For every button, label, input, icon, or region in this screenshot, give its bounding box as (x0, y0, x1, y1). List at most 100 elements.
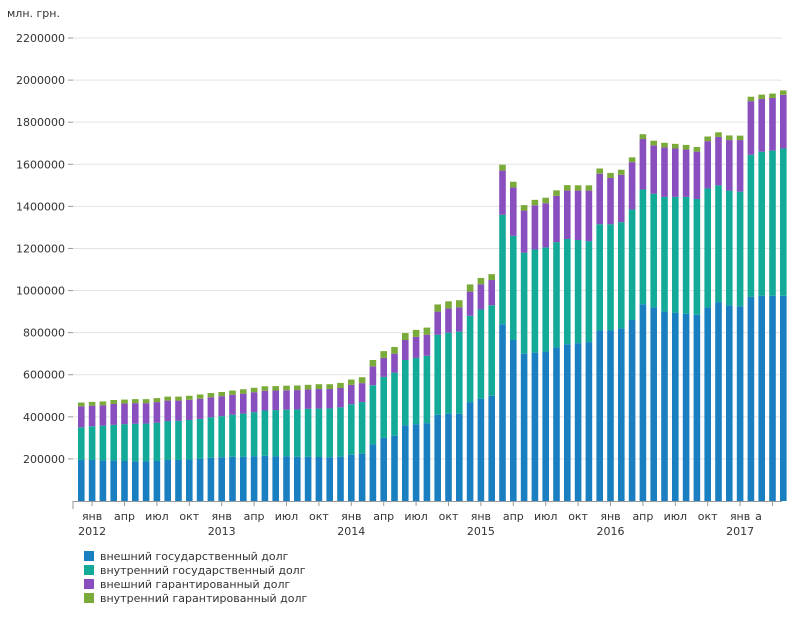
y-tick-label: 1400000 (16, 200, 65, 213)
bar-segment (585, 342, 593, 501)
bar-segment (369, 444, 377, 501)
bar-segment (207, 417, 215, 458)
x-month-label: янв (212, 510, 232, 523)
bar-segment (261, 386, 269, 391)
bar-segment (445, 413, 452, 501)
legend-item[interactable]: внешний государственный долг (84, 549, 307, 563)
bars (78, 90, 787, 501)
bar-segment (250, 456, 258, 501)
bar-segment (250, 387, 258, 393)
bar-segment (596, 330, 603, 501)
bar-segment (186, 399, 193, 420)
bar-segment (294, 456, 301, 501)
bar-segment (747, 96, 755, 102)
legend-item[interactable]: внутренний государственный долг (84, 563, 307, 577)
bar-segment (542, 197, 549, 204)
bar-segment (229, 390, 236, 395)
bar-segment (283, 409, 290, 457)
bar-segment (456, 413, 463, 501)
x-month-label: июл (275, 510, 298, 523)
bar-segment (488, 280, 495, 306)
bar-segment (186, 419, 193, 460)
bar-segment (618, 169, 625, 175)
bar-segment (682, 149, 690, 197)
bar-segment (704, 141, 711, 189)
bar-segment (704, 307, 711, 501)
bar-segment (542, 247, 549, 352)
bar-segment (715, 136, 722, 186)
bar-segment (337, 382, 344, 388)
bar-segment (196, 394, 204, 399)
bar-segment (628, 157, 636, 163)
stacked-bar-chart: млн. грн. 200000 400000 600000 800000 100000… (7, 7, 787, 538)
bar-segment (650, 307, 657, 501)
bar-segment (380, 437, 387, 501)
bar-segment (477, 309, 485, 399)
legend-label: внутренний гарантированный долг (100, 591, 308, 605)
bar-segment (121, 461, 128, 501)
bar-segment (412, 357, 420, 425)
bar-segment (142, 461, 150, 501)
legend-label: внутренний государственный долг (100, 563, 306, 577)
bar-segment (121, 399, 128, 404)
bar-segment (466, 284, 474, 292)
bar-segment (628, 320, 636, 501)
bar-segment (618, 174, 625, 223)
bar-segment (780, 148, 787, 296)
bar-segment (337, 456, 344, 501)
bar-segment (456, 331, 463, 414)
bar-segment (585, 190, 593, 242)
bar-segment (423, 327, 431, 335)
x-month-label: апр (114, 510, 135, 523)
bar-segment (240, 413, 247, 457)
bar-segment (434, 334, 441, 415)
bar-segment (88, 459, 96, 501)
bar-segment (477, 284, 485, 310)
bar-segment (780, 94, 787, 149)
bar-segment (261, 455, 269, 501)
legend-item[interactable]: внутренний гарантированный долг (84, 591, 307, 605)
bar-segment (466, 291, 474, 316)
bar-segment (358, 377, 366, 384)
bar-segment (499, 164, 506, 171)
bar-segment (564, 238, 571, 345)
bar-segment (142, 403, 150, 424)
bar-segment (661, 196, 668, 312)
bar-segment (434, 311, 441, 335)
bar-segment (488, 274, 495, 281)
legend-item[interactable]: внешний гарантированный долг (84, 577, 307, 591)
bar-segment (207, 457, 215, 501)
bar-segment (466, 402, 474, 501)
bar-segment (132, 461, 139, 501)
bar-segment (78, 427, 85, 460)
bar-segment (229, 394, 236, 415)
bar-segment (380, 376, 387, 438)
bar-segment (272, 410, 279, 457)
bar-segment (88, 426, 96, 460)
bar-segment (618, 222, 625, 329)
bar-segment (423, 334, 431, 356)
bar-segment (445, 301, 452, 309)
bar-segment (456, 300, 463, 308)
bar-segment (272, 390, 279, 411)
x-month-label: окт (568, 510, 588, 523)
bar-segment (553, 195, 560, 243)
bar-segment (250, 392, 258, 413)
bar-segment (445, 308, 452, 333)
bar-segment (574, 343, 582, 501)
bar-segment (142, 399, 150, 404)
bar-segment (682, 196, 690, 314)
bar-segment (412, 329, 420, 337)
bar-segment (315, 389, 323, 409)
bar-segment (542, 351, 549, 501)
bar-segment (574, 240, 582, 344)
bar-segment (402, 333, 409, 341)
bar-segment (650, 145, 657, 194)
x-month-label: а (755, 510, 762, 523)
bar-segment (175, 400, 182, 421)
bar-segment (682, 144, 690, 150)
bar-segment (596, 173, 603, 225)
bar-segment (661, 311, 668, 501)
bar-segment (294, 409, 301, 457)
bar-segment (99, 401, 107, 406)
